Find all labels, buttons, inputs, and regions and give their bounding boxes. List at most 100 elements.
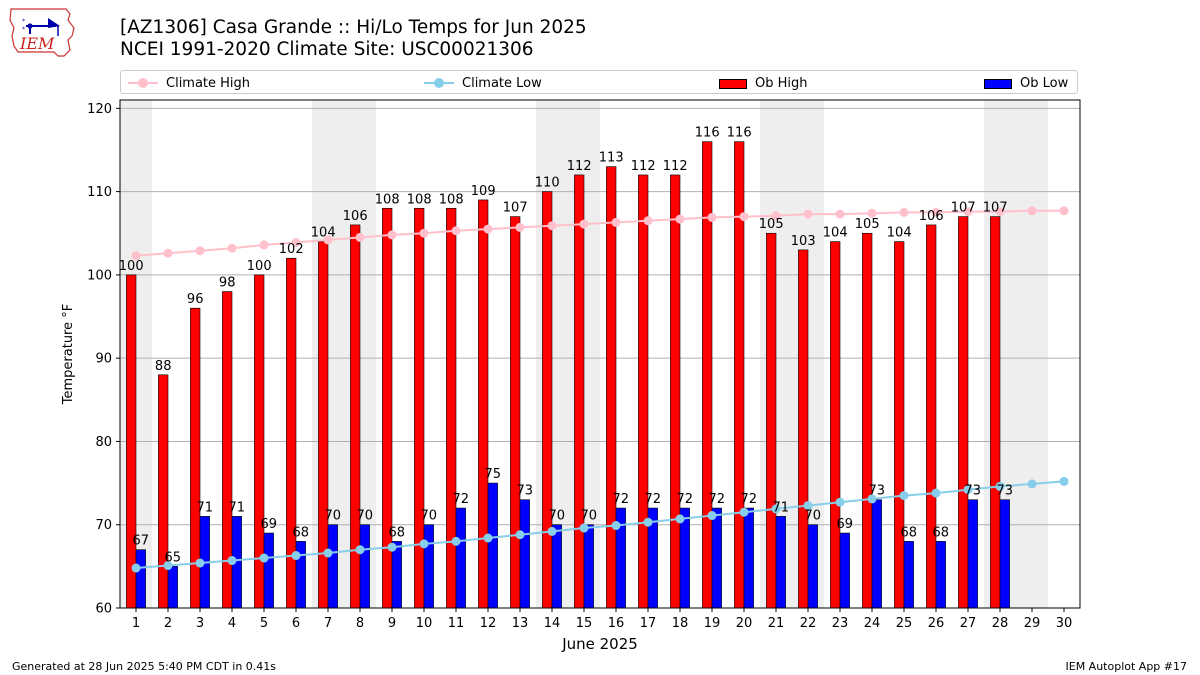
ob-high-value-label: 108	[439, 192, 464, 207]
x-tick-label: 14	[544, 616, 561, 631]
ob-low-value-label: 72	[613, 492, 630, 507]
chart-title: [AZ1306] Casa Grande :: Hi/Lo Temps for …	[120, 17, 587, 38]
ob-high-value-label: 109	[471, 184, 496, 199]
climate-low-point	[771, 504, 781, 514]
climate-high-point	[579, 219, 589, 229]
climate-high-point	[547, 221, 557, 231]
y-tick-label: 90	[95, 352, 112, 367]
ob-high-value-label: 116	[695, 126, 720, 141]
x-tick-label: 17	[640, 616, 657, 631]
bar-value-labels: 100 67 88 65 96 71 98 71 100 69 102 68 104 70 106 70 108…	[119, 126, 1013, 566]
svg-text:*: *	[22, 26, 25, 33]
weekend-band	[1016, 100, 1048, 608]
ob-high-value-label: 96	[187, 292, 204, 307]
climate-high-point	[835, 209, 845, 219]
ob-high-value-label: 107	[983, 201, 1008, 216]
plot-frame	[119, 99, 1081, 609]
ob-low-value-label: 67	[133, 534, 150, 549]
x-tick-label: 11	[448, 616, 465, 631]
x-tick-label: 20	[736, 616, 753, 631]
ob-low-value-label: 65	[165, 550, 182, 565]
ob-low-bar	[743, 507, 754, 609]
ob-low-value-label: 70	[325, 509, 342, 524]
ob-low-bar	[935, 541, 946, 609]
ob-high-bar	[446, 207, 457, 609]
ob-high-bar	[830, 241, 841, 609]
ob-low-value-label: 75	[485, 467, 502, 482]
climate-low-point	[515, 530, 525, 540]
x-tick-label: 13	[512, 616, 529, 631]
climate-high-point	[131, 251, 141, 261]
y-tick-label: 80	[95, 435, 112, 450]
ob-high-bar	[894, 241, 905, 609]
ob-high-value-label: 112	[663, 159, 688, 174]
ob-low-bar	[967, 499, 978, 609]
x-tick-label: 5	[260, 616, 268, 631]
x-tick-label: 30	[1056, 616, 1073, 631]
ob-high-bar	[126, 274, 137, 609]
ob-low-value-label: 73	[869, 484, 886, 499]
ob-low-value-label: 70	[549, 509, 566, 524]
climate-low-point	[227, 556, 237, 566]
x-tick-label: 21	[768, 616, 785, 631]
y-tick-label: 70	[95, 518, 112, 533]
ob-low-bar	[167, 566, 178, 609]
climate-low-point	[995, 481, 1005, 491]
x-tick-label: 12	[480, 616, 497, 631]
climate-low-point	[1059, 476, 1069, 486]
ob-high-bar	[958, 216, 969, 609]
climate-low-point	[963, 485, 973, 495]
climate-low-point	[387, 542, 397, 552]
ob-low-bar	[263, 532, 274, 609]
ob-low-value-label: 72	[741, 492, 758, 507]
y-tick-label: 60	[95, 602, 112, 617]
ob-low-value-label: 71	[197, 500, 214, 515]
ob-low-bar	[455, 507, 466, 609]
x-tick-label: 2	[164, 616, 172, 631]
ob-high-swatch-icon	[719, 79, 747, 89]
x-tick-label: 24	[864, 616, 881, 631]
legend-item-climate-low: Climate Low	[424, 74, 542, 92]
svg-text:*: *	[22, 18, 25, 25]
ob-low-value-label: 73	[517, 484, 534, 499]
legend-label-ob-high: Ob High	[755, 75, 808, 91]
ob-high-bar	[638, 174, 649, 609]
climate-high-point	[163, 248, 173, 258]
ob-low-bar	[583, 524, 594, 609]
climate-lines	[131, 206, 1069, 573]
ob-high-value-label: 102	[279, 242, 304, 257]
generated-note: Generated at 28 Jun 2025 5:40 PM CDT in …	[12, 660, 277, 673]
climate-low-point	[675, 514, 685, 524]
ob-low-bar	[807, 524, 818, 609]
ob-low-bar	[839, 532, 850, 609]
x-axis-label: June 2025	[561, 635, 638, 653]
ob-low-swatch-icon	[984, 79, 1012, 89]
climate-low-point	[163, 561, 173, 571]
climate-high-point	[195, 246, 205, 256]
ob-high-value-label: 107	[951, 201, 976, 216]
ob-low-value-label: 73	[997, 484, 1014, 499]
ob-low-value-label: 70	[581, 509, 598, 524]
ob-low-bar	[711, 507, 722, 609]
climate-high-point	[995, 207, 1005, 217]
ob-high-bar	[990, 216, 1001, 609]
climate-high-point	[419, 228, 429, 238]
climate-low-point	[131, 563, 141, 573]
climate-low-point	[931, 488, 941, 498]
legend-label-climate-high: Climate High	[166, 75, 251, 91]
ob-low-bar	[423, 524, 434, 609]
ob-high-value-label: 116	[727, 126, 752, 141]
ob-high-value-label: 100	[119, 259, 144, 274]
ob-high-value-label: 112	[567, 159, 592, 174]
climate-high-point	[227, 243, 237, 253]
x-tick-label: 9	[388, 616, 396, 631]
x-tick-label: 29	[1024, 616, 1041, 631]
ob-high-bar	[478, 199, 489, 609]
ob-low-value-label: 68	[389, 525, 406, 540]
ob-high-value-label: 106	[343, 209, 368, 224]
ob-low-bar	[775, 516, 786, 609]
iem-logo: * * IEM	[9, 8, 75, 57]
climate-high-point	[739, 212, 749, 222]
